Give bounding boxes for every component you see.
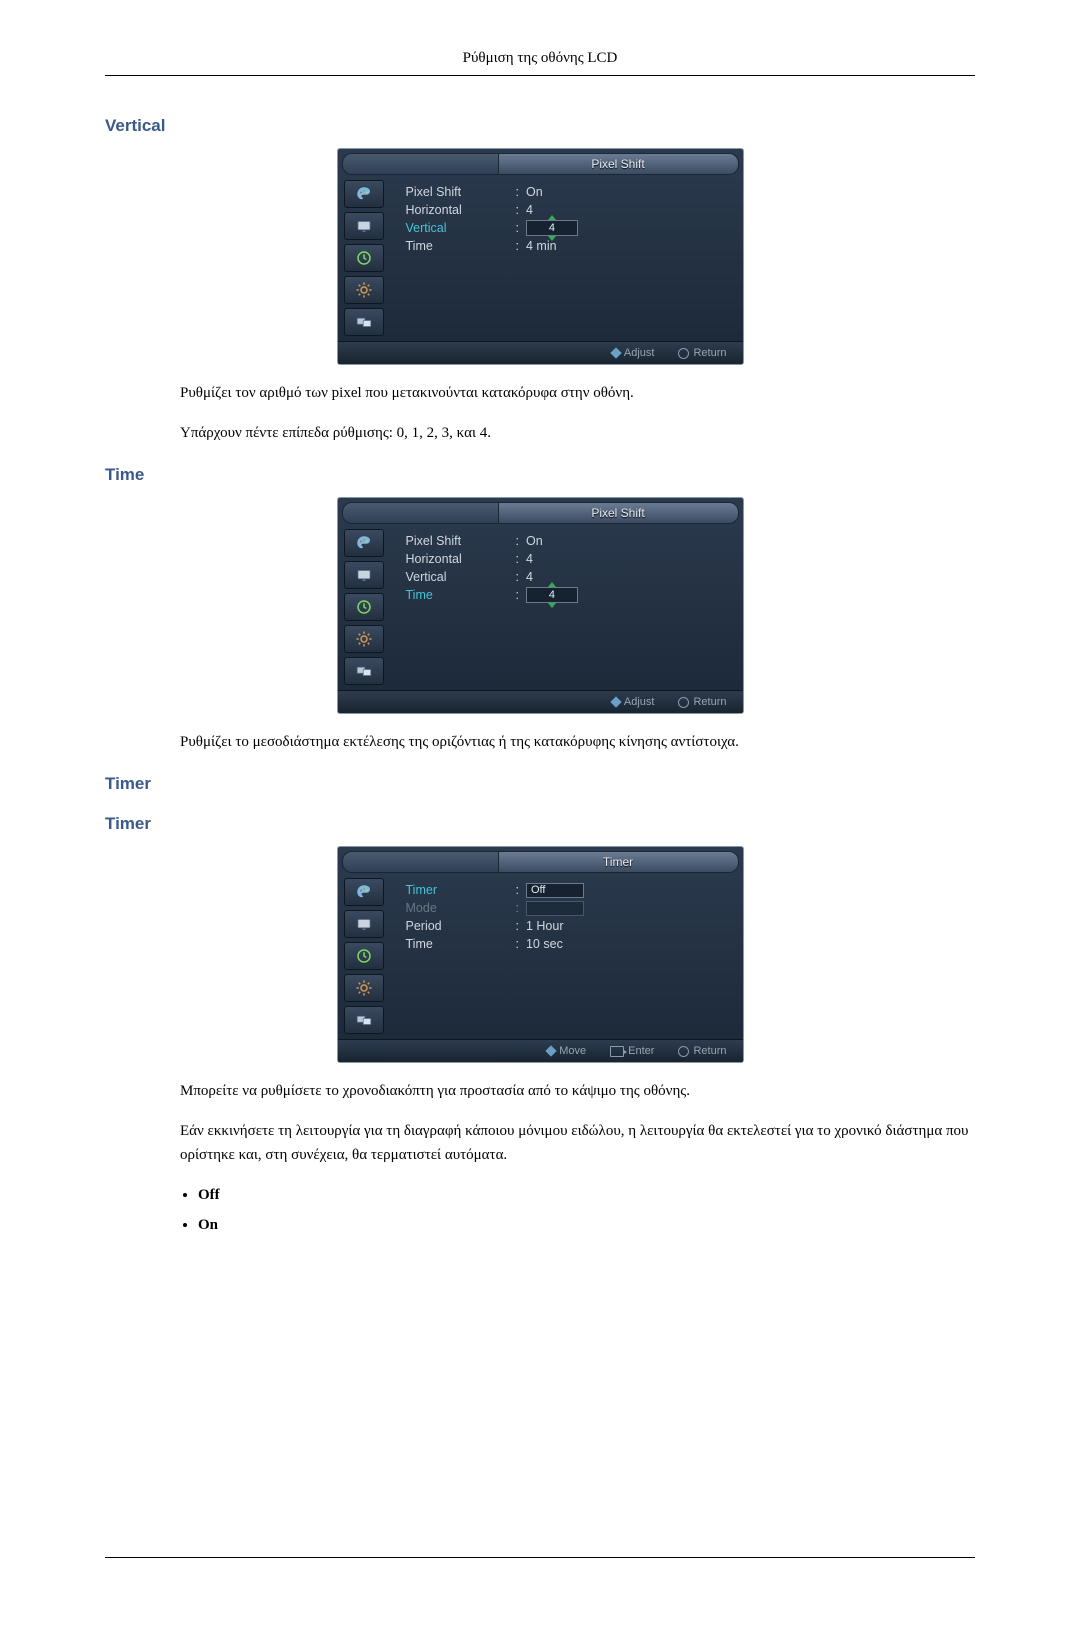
menu-label[interactable]: Pixel Shift xyxy=(406,532,516,550)
osd-panel-time: Pixel Shift Pixel Shift Horizontal Ver xyxy=(337,497,744,714)
heading-timer-2: Timer xyxy=(105,814,975,834)
screen-icon[interactable] xyxy=(344,910,384,938)
clock-icon[interactable] xyxy=(344,593,384,621)
foot-adjust: Adjust xyxy=(612,696,655,708)
page-header: Ρύθμιση της οθόνης LCD xyxy=(105,50,975,76)
osd-footer: Adjust Return xyxy=(338,690,743,713)
menu-label[interactable]: Pixel Shift xyxy=(406,183,516,201)
screen-icon[interactable] xyxy=(344,212,384,240)
dropdown[interactable]: Off xyxy=(526,883,584,898)
menu-label[interactable]: Horizontal xyxy=(406,201,516,219)
osd-title-text: Timer xyxy=(499,851,739,873)
foot-adjust: Adjust xyxy=(612,347,655,359)
diamond-icon xyxy=(546,1045,557,1056)
menu-value: :On xyxy=(516,183,733,201)
heading-time: Time xyxy=(105,465,975,485)
osd-tab-left xyxy=(342,153,499,175)
osd-tab-left xyxy=(342,502,499,524)
header-title: Ρύθμιση της οθόνης LCD xyxy=(463,50,618,66)
foot-enter: Enter xyxy=(610,1045,654,1057)
menu-value-dropdown[interactable]: :Off xyxy=(516,881,733,899)
foot-move: Move xyxy=(547,1045,586,1057)
screen-icon[interactable] xyxy=(344,561,384,589)
menu-label[interactable]: Time xyxy=(406,237,516,255)
spinner[interactable]: 4 xyxy=(526,587,578,603)
menu-value-spinner[interactable]: :4 xyxy=(516,219,733,237)
osd-sidebar xyxy=(338,175,400,341)
gear-icon[interactable] xyxy=(344,276,384,304)
menu-label[interactable]: Horizontal xyxy=(406,550,516,568)
paragraph: Εάν εκκινήσετε τη λειτουργία για τη διαγ… xyxy=(180,1119,975,1167)
osd-vertical-wrap: Pixel Shift Pixel Shift Horizontal Ver xyxy=(105,148,975,365)
paragraph: Μπορείτε να ρυθμίσετε το χρονοδιακόπτη γ… xyxy=(180,1079,975,1103)
dropdown xyxy=(526,901,584,916)
osd-panel-timer: Timer Timer Mode Period xyxy=(337,846,744,1063)
osd-sidebar xyxy=(338,873,400,1039)
paragraph: Ρυθμίζει τον αριθμό των pixel που μετακι… xyxy=(180,381,975,405)
diamond-icon xyxy=(610,696,621,707)
menu-label-selected[interactable]: Timer xyxy=(406,881,516,899)
clock-icon[interactable] xyxy=(344,942,384,970)
palette-icon[interactable] xyxy=(344,180,384,208)
osd-timer-wrap: Timer Timer Mode Period xyxy=(105,846,975,1063)
paragraph: Ρυθμίζει το μεσοδιάστημα εκτέλεσης της ο… xyxy=(180,730,975,754)
circle-icon xyxy=(678,1046,689,1057)
menu-value: :On xyxy=(516,532,733,550)
multi-icon[interactable] xyxy=(344,1006,384,1034)
foot-return: Return xyxy=(678,347,726,359)
osd-titlebar: Pixel Shift xyxy=(342,153,739,175)
diamond-icon xyxy=(610,347,621,358)
menu-label[interactable]: Vertical xyxy=(406,568,516,586)
circle-icon xyxy=(678,348,689,359)
foot-return: Return xyxy=(678,696,726,708)
menu-value: :1 Hour xyxy=(516,917,733,935)
gear-icon[interactable] xyxy=(344,974,384,1002)
menu-label-selected[interactable]: Time xyxy=(406,586,516,604)
paragraph: Υπάρχουν πέντε επίπεδα ρύθμισης: 0, 1, 2… xyxy=(180,421,975,445)
osd-menu-area: Pixel Shift Horizontal Vertical Time :On… xyxy=(400,524,743,690)
osd-menu-area: Timer Mode Period Time :Off : :1 Hour :1… xyxy=(400,873,743,1039)
osd-title-text: Pixel Shift xyxy=(499,502,739,524)
bullet-list: Off On xyxy=(180,1183,975,1237)
clock-icon[interactable] xyxy=(344,244,384,272)
page: Ρύθμιση της οθόνης LCD Vertical Pixel Sh… xyxy=(0,0,1080,1628)
osd-titlebar: Pixel Shift xyxy=(342,502,739,524)
osd-time-wrap: Pixel Shift Pixel Shift Horizontal Ver xyxy=(105,497,975,714)
osd-menu-area: Pixel Shift Horizontal Vertical Time :On… xyxy=(400,175,743,341)
bullet-off: Off xyxy=(198,1183,975,1207)
bullet-on: On xyxy=(198,1213,975,1237)
menu-label-selected[interactable]: Vertical xyxy=(406,219,516,237)
menu-label[interactable]: Period xyxy=(406,917,516,935)
osd-footer: Move Enter Return xyxy=(338,1039,743,1062)
osd-sidebar xyxy=(338,524,400,690)
menu-value: :4 xyxy=(516,550,733,568)
menu-value: :10 sec xyxy=(516,935,733,953)
heading-vertical: Vertical xyxy=(105,116,975,136)
heading-timer-1: Timer xyxy=(105,774,975,794)
multi-icon[interactable] xyxy=(344,657,384,685)
gear-icon[interactable] xyxy=(344,625,384,653)
foot-return: Return xyxy=(678,1045,726,1057)
osd-tab-left xyxy=(342,851,499,873)
palette-icon[interactable] xyxy=(344,878,384,906)
enter-icon xyxy=(610,1046,624,1057)
palette-icon[interactable] xyxy=(344,529,384,557)
spinner[interactable]: 4 xyxy=(526,220,578,236)
page-footer-line xyxy=(105,1557,975,1568)
circle-icon xyxy=(678,697,689,708)
menu-label[interactable]: Time xyxy=(406,935,516,953)
menu-label-dim[interactable]: Mode xyxy=(406,899,516,917)
osd-panel-vertical: Pixel Shift Pixel Shift Horizontal Ver xyxy=(337,148,744,365)
menu-value-spinner[interactable]: :4 xyxy=(516,586,733,604)
osd-footer: Adjust Return xyxy=(338,341,743,364)
multi-icon[interactable] xyxy=(344,308,384,336)
osd-titlebar: Timer xyxy=(342,851,739,873)
menu-value-dropdown-dim: : xyxy=(516,899,733,917)
osd-title-text: Pixel Shift xyxy=(499,153,739,175)
